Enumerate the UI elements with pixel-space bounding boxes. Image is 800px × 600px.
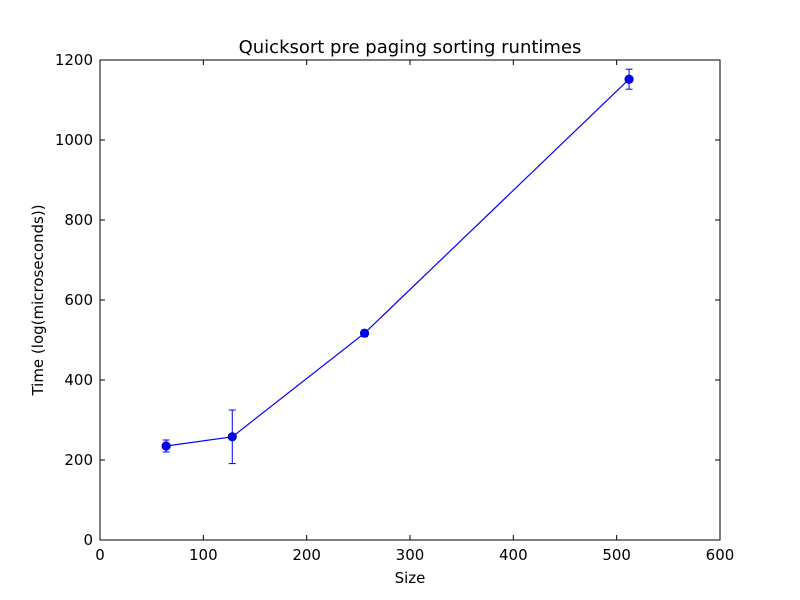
series-line	[166, 78, 630, 447]
y-tick-label: 1200	[55, 51, 93, 69]
data-point	[161, 441, 171, 451]
x-axis-label: Size	[395, 569, 426, 587]
y-axis-ticks: 0 200 400 600 800 1000 1200	[55, 51, 720, 549]
x-tick-label: 200	[292, 546, 321, 564]
y-tick-label: 1000	[55, 131, 93, 149]
y-tick-label: 400	[64, 371, 93, 389]
x-tick-label: 600	[706, 546, 735, 564]
x-tick-label: 300	[396, 546, 425, 564]
data-point	[227, 432, 237, 442]
x-tick-label: 0	[95, 546, 105, 564]
data-point	[624, 74, 634, 84]
y-tick-label: 0	[83, 531, 93, 549]
x-axis-ticks: 0 100 200 300 400 500 600	[95, 60, 734, 564]
x-tick-label: 500	[602, 546, 631, 564]
x-tick-label: 400	[499, 546, 528, 564]
y-tick-label: 200	[64, 451, 93, 469]
axes-frame	[99, 59, 721, 541]
y-axis-label: Time (log(microseconds))	[29, 204, 47, 396]
chart-title: Quicksort pre paging sorting runtimes	[239, 37, 582, 58]
data-point	[359, 328, 370, 338]
y-tick-label: 800	[64, 211, 93, 229]
y-tick-label: 600	[64, 291, 93, 309]
x-tick-label: 100	[189, 546, 218, 564]
plot-area: 0 100 200 300 400 500 600 0 200 400 600 800 1000 120…	[55, 51, 735, 564]
series-group	[161, 68, 634, 465]
